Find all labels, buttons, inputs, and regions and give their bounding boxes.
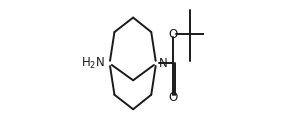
Text: O: O <box>168 28 178 41</box>
Text: O: O <box>168 91 178 104</box>
Text: N: N <box>158 57 167 70</box>
Text: $\mathregular{H_2N}$: $\mathregular{H_2N}$ <box>81 56 105 71</box>
